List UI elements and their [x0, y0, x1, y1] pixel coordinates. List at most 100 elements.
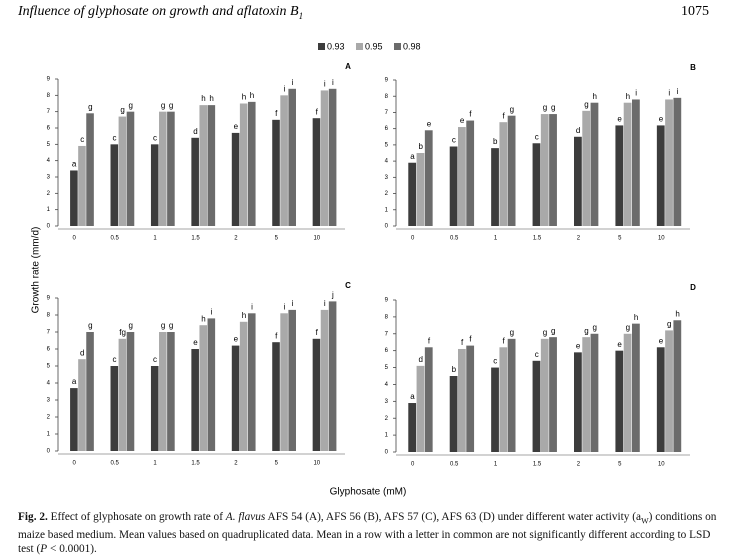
bar: [590, 333, 599, 452]
significance-letter: g: [120, 106, 124, 115]
bar: [424, 347, 433, 452]
y-tick-label: 1: [385, 207, 389, 213]
bar: [159, 111, 167, 226]
bar: [449, 376, 458, 452]
significance-letter: i: [668, 89, 670, 98]
panel-label: C: [345, 281, 351, 290]
significance-letter: d: [576, 126, 580, 135]
bar: [623, 333, 632, 452]
y-tick-label: 7: [385, 110, 389, 116]
caption-part: P: [40, 543, 48, 556]
bar: [623, 102, 632, 226]
x-tick-label: 0: [73, 236, 77, 242]
bar: [231, 345, 240, 451]
x-tick-label: 2: [234, 236, 238, 242]
bar: [408, 162, 417, 226]
significance-letter: i: [251, 302, 253, 311]
significance-letter: h: [675, 309, 679, 318]
y-axis-label: Growth rate (mm/d): [31, 227, 42, 314]
y-tick-label: 8: [385, 94, 389, 100]
caption-part: AFS 54 (A), AFS 56 (B), AFS 57 (C), AFS …: [265, 511, 642, 523]
significance-letter: c: [113, 355, 117, 364]
significance-letter: c: [153, 133, 157, 142]
significance-letter: e: [234, 122, 239, 131]
y-tick-label: 5: [47, 364, 51, 370]
x-tick-label: 10: [658, 462, 665, 468]
x-tick-label: 0.5: [110, 236, 119, 242]
legend-swatch: [356, 43, 363, 50]
caption-part: Fig. 2.: [18, 511, 48, 523]
caption-part: < 0.0001).: [47, 543, 97, 556]
significance-letter: g: [584, 100, 588, 109]
x-tick-label: 5: [275, 236, 279, 242]
y-tick-label: 4: [47, 158, 51, 164]
bar: [507, 115, 516, 226]
bar: [328, 301, 337, 451]
y-tick-label: 6: [47, 347, 51, 353]
significance-letter: e: [659, 336, 664, 345]
y-tick-label: 3: [47, 175, 51, 181]
caption-part: ) conditions on maize based medium. Mean…: [18, 511, 717, 556]
bar: [167, 111, 175, 226]
significance-letter: e: [576, 341, 581, 350]
significance-letter: f: [461, 338, 464, 347]
bar: [312, 338, 321, 451]
bar: [110, 144, 119, 226]
legend-label: 0.95: [365, 41, 383, 51]
x-axis-label: Glyphosate (mM): [330, 487, 407, 498]
y-tick-label: 6: [385, 348, 389, 354]
significance-letter: c: [153, 355, 157, 364]
y-tick-label: 9: [47, 77, 51, 83]
bar: [288, 88, 296, 226]
significance-letter: e: [427, 119, 432, 128]
y-tick-label: 8: [385, 314, 389, 320]
significance-letter: f: [275, 109, 278, 118]
bar: [272, 342, 280, 451]
bar: [615, 350, 624, 452]
y-tick-label: 8: [47, 93, 51, 99]
y-tick-label: 3: [385, 175, 389, 181]
bar: [458, 348, 466, 452]
caption-part: Effect of glyphosate on growth rate of: [47, 511, 226, 523]
y-tick-label: 4: [47, 381, 51, 387]
caption-part: W: [641, 516, 649, 526]
x-tick-label: 0.5: [450, 236, 459, 242]
bar: [574, 352, 582, 452]
significance-letter: h: [242, 311, 246, 320]
bar: [549, 337, 557, 452]
bar: [656, 347, 665, 452]
significance-letter: g: [169, 321, 173, 330]
panel-label: D: [690, 283, 696, 292]
legend-label: 0.98: [403, 41, 421, 51]
significance-letter: i: [324, 80, 326, 89]
bar: [247, 313, 256, 451]
bar: [582, 337, 591, 452]
significance-letter: g: [551, 326, 555, 335]
bar: [416, 365, 425, 452]
significance-letter: a: [410, 152, 415, 161]
y-tick-label: 0: [47, 449, 51, 455]
x-tick-label: 1.5: [191, 461, 200, 467]
y-tick-label: 7: [47, 330, 51, 336]
legend-swatch: [318, 43, 325, 50]
y-tick-label: 2: [47, 191, 51, 197]
significance-letter: h: [201, 94, 205, 103]
caption-part: A. flavus: [225, 511, 266, 523]
y-tick-label: 3: [385, 399, 389, 405]
significance-letter: e: [234, 335, 239, 344]
bar: [673, 320, 682, 452]
bar: [507, 338, 516, 452]
y-tick-label: 9: [47, 296, 51, 302]
significance-letter: g: [161, 101, 165, 110]
bar: [449, 146, 458, 226]
y-tick-label: 5: [385, 142, 389, 148]
x-tick-label: 0: [411, 462, 415, 468]
bar: [110, 366, 119, 451]
significance-letter: g: [88, 102, 92, 111]
significance-letter: h: [209, 94, 213, 103]
legend-label: 0.93: [327, 41, 345, 51]
x-tick-label: 2: [234, 461, 238, 467]
significance-letter: fg: [119, 328, 126, 337]
bar: [615, 125, 624, 226]
